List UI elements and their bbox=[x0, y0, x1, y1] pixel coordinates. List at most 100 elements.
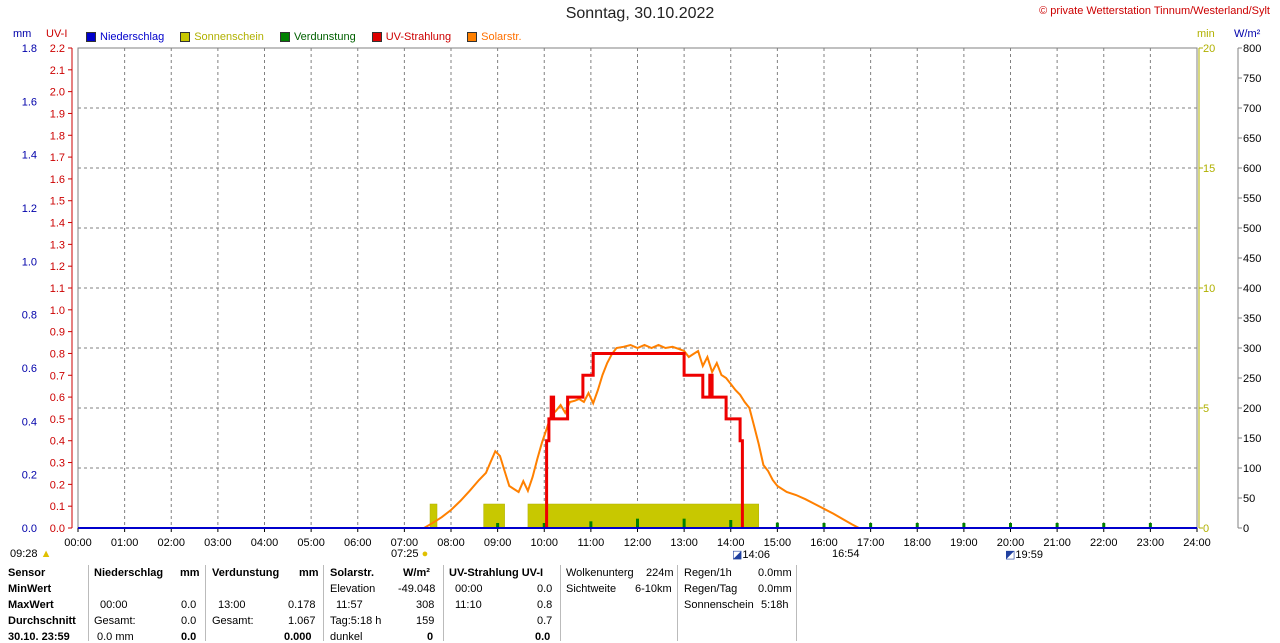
solar-day-label: Tag:5:18 h bbox=[330, 615, 382, 627]
moonrise-label: ◪14:06 bbox=[732, 548, 770, 561]
uv-min-time: 00:00 bbox=[455, 583, 483, 595]
cloud-value: 224m bbox=[646, 567, 674, 579]
uv-tick-label: 0.1 bbox=[50, 501, 65, 513]
sunset-label: 16:54 bbox=[832, 548, 860, 560]
solar-dark-label: dunkel bbox=[330, 631, 363, 643]
left-time-value: 09:28 bbox=[10, 548, 38, 560]
x-tick-label: 15:00 bbox=[764, 537, 792, 549]
mm-tick-label: 1.0 bbox=[22, 256, 37, 268]
mm-tick-label: 0.6 bbox=[22, 363, 37, 375]
niederschlag-max-time: 00:00 bbox=[100, 599, 128, 611]
sunshine-label: Sonnenschein bbox=[684, 599, 754, 611]
wm2-tick-label: 650 bbox=[1243, 133, 1261, 145]
left-time-label: 09:28 ▲ bbox=[10, 548, 51, 560]
sunshine-bar bbox=[483, 503, 505, 529]
evaporation-bar bbox=[636, 518, 639, 528]
legend-item-uv: UV-Strahlung bbox=[371, 31, 452, 43]
niederschlag-sum-label: Gesamt: bbox=[94, 615, 136, 627]
min-tick-label: 5 bbox=[1203, 403, 1209, 415]
wm2-tick-label: 150 bbox=[1243, 433, 1261, 445]
x-tick-label: 14:00 bbox=[717, 537, 745, 549]
column-divider bbox=[677, 565, 678, 641]
evaporation-bar bbox=[915, 523, 919, 528]
copyright-notice: © private Wetterstation Tinnum/Westerlan… bbox=[1039, 5, 1270, 17]
min-tick-label: 0 bbox=[1203, 523, 1209, 535]
legend-label: UV-Strahlung bbox=[385, 31, 452, 43]
moonrise-value: 14:06 bbox=[742, 549, 770, 561]
x-tick-label: 08:00 bbox=[437, 537, 465, 549]
uv-header: UV-Strahlung UV-I bbox=[449, 567, 544, 579]
evaporation-bar bbox=[589, 521, 593, 528]
solar-elevation-label: Elevation bbox=[330, 583, 376, 595]
legend-label: Niederschlag bbox=[100, 31, 165, 43]
legend-swatch bbox=[86, 32, 96, 42]
unit-min: min bbox=[1197, 28, 1215, 40]
uv-tick-label: 2.2 bbox=[50, 43, 65, 55]
legend-swatch bbox=[180, 32, 191, 42]
unit-mm: mm bbox=[13, 28, 32, 40]
verdunstung-sum-value: 1.067 bbox=[288, 615, 316, 627]
mm-tick-label: 0.2 bbox=[22, 470, 37, 482]
niederschlag-header: Niederschlag bbox=[94, 567, 164, 579]
x-tick-label: 02:00 bbox=[157, 537, 185, 549]
wm2-tick-label: 0 bbox=[1243, 523, 1249, 535]
legend-swatch bbox=[279, 32, 290, 42]
unit-uv: UV-I bbox=[46, 28, 68, 40]
wm2-tick-label: 450 bbox=[1243, 253, 1261, 265]
x-tick-label: 05:00 bbox=[297, 537, 325, 549]
x-tick-label: 20:00 bbox=[997, 537, 1025, 549]
uv-tick-label: 2.0 bbox=[50, 87, 65, 99]
uv-tick-label: 1.0 bbox=[50, 305, 65, 317]
mm-tick-label: 0.8 bbox=[22, 310, 37, 322]
durchschnitt-label: Durchschnitt bbox=[8, 615, 76, 627]
column-divider bbox=[560, 565, 561, 641]
evaporation-bar bbox=[542, 523, 546, 528]
verdunstung-last-value: 0.000 bbox=[284, 631, 312, 643]
sunrise-label: 07:25 ● bbox=[391, 548, 428, 560]
visibility-label: Sichtweite bbox=[566, 583, 617, 595]
evaporation-bar bbox=[1102, 523, 1106, 528]
moonset-label: ◩19:59 bbox=[1005, 548, 1043, 561]
legend-item-niederschlag: Niederschlag bbox=[86, 31, 164, 43]
wm2-tick-label: 500 bbox=[1243, 223, 1261, 235]
x-tick-label: 00:00 bbox=[64, 537, 92, 549]
page-title: Sonntag, 30.10.2022 bbox=[565, 5, 715, 22]
evaporation-bar bbox=[775, 522, 779, 528]
niederschlag-last-value: 0.0 bbox=[181, 631, 197, 643]
rain-day-label: Regen/Tag bbox=[684, 583, 738, 595]
evaporation-bar bbox=[1148, 523, 1152, 528]
wm2-tick-label: 700 bbox=[1243, 103, 1261, 115]
uv-max-time: 11:10 bbox=[455, 599, 482, 611]
uv-tick-label: 1.9 bbox=[50, 108, 65, 120]
wm2-tick-label: 200 bbox=[1243, 403, 1261, 415]
uv-tick-label: 0.5 bbox=[50, 414, 65, 426]
wm2-tick-label: 750 bbox=[1243, 73, 1261, 85]
uv-tick-label: 1.1 bbox=[50, 283, 65, 295]
column-divider bbox=[88, 565, 89, 641]
rain-day-value: 0.0mm bbox=[758, 583, 792, 595]
evaporation-bar bbox=[822, 523, 826, 528]
sunrise-icon: ● bbox=[418, 548, 429, 560]
verdunstung-max-value: 0.178 bbox=[288, 599, 316, 611]
mm-tick-label: 0.4 bbox=[22, 416, 37, 428]
sunshine-value: 5:18h bbox=[761, 599, 789, 611]
x-tick-label: 09:00 bbox=[484, 537, 512, 549]
moonrise-icon: ◪ bbox=[732, 549, 743, 561]
legend-label: Solarstr. bbox=[481, 31, 522, 43]
uv-tick-label: 0.4 bbox=[50, 436, 65, 448]
uv-tick-label: 1.3 bbox=[50, 239, 65, 251]
verdunstung-max-time: 13:00 bbox=[218, 599, 246, 611]
x-tick-label: 03:00 bbox=[204, 537, 232, 549]
cloud-label: Wolkenunterg bbox=[566, 567, 634, 579]
x-tick-label: 10:00 bbox=[530, 537, 558, 549]
verdunstung-unit: mm bbox=[299, 567, 319, 579]
niederschlag-unit: mm bbox=[180, 567, 200, 579]
legend-label: Verdunstung bbox=[293, 31, 356, 43]
evaporation-bar bbox=[1009, 523, 1012, 528]
x-tick-label: 04:00 bbox=[251, 537, 279, 549]
verdunstung-sum-label: Gesamt: bbox=[212, 615, 254, 627]
x-tick-label: 18:00 bbox=[903, 537, 931, 549]
solar-max-value: 308 bbox=[416, 599, 435, 611]
mm-tick-label: 1.8 bbox=[22, 43, 37, 55]
